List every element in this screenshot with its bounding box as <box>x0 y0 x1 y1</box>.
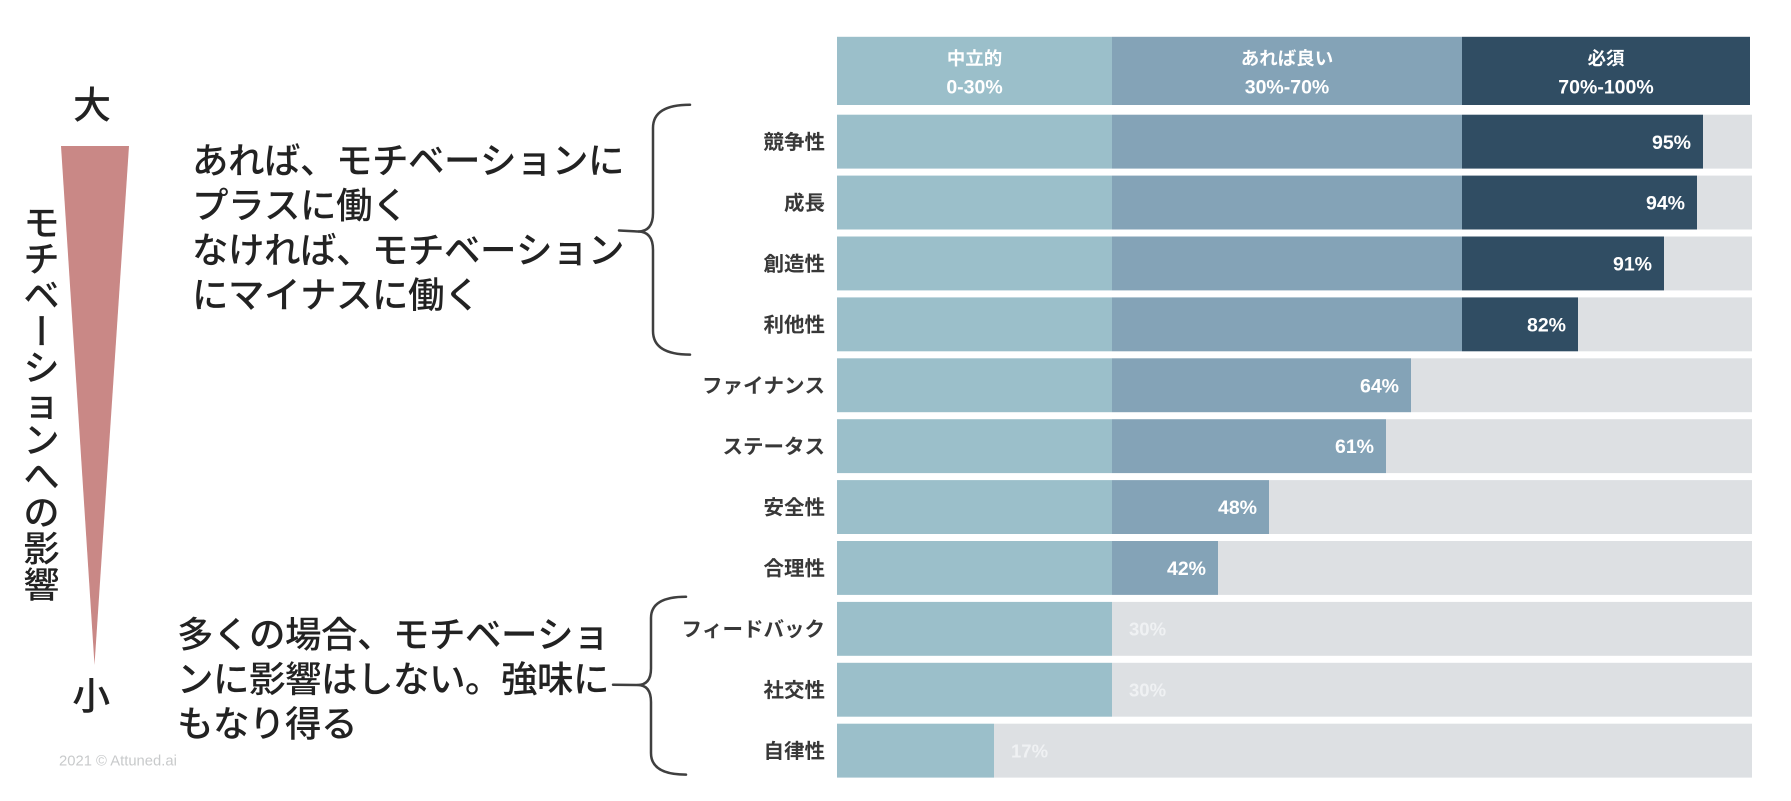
svg-text:30%-70%: 30%-70% <box>1245 77 1330 99</box>
svg-text:82%: 82% <box>1527 314 1566 336</box>
svg-text:91%: 91% <box>1613 254 1652 276</box>
svg-text:48%: 48% <box>1218 497 1257 519</box>
svg-text:2021 © Attuned.ai: 2021 © Attuned.ai <box>59 754 177 770</box>
svg-text:61%: 61% <box>1335 436 1374 458</box>
svg-text:0-30%: 0-30% <box>946 77 1002 99</box>
svg-text:64%: 64% <box>1360 375 1399 397</box>
svg-text:94%: 94% <box>1646 193 1685 215</box>
svg-text:17%: 17% <box>1011 741 1048 762</box>
svg-text:95%: 95% <box>1652 132 1691 154</box>
svg-text:30%: 30% <box>1129 680 1166 701</box>
svg-text:30%: 30% <box>1129 619 1166 640</box>
svg-text:70%-100%: 70%-100% <box>1558 77 1653 99</box>
svg-text:42%: 42% <box>1167 558 1206 580</box>
